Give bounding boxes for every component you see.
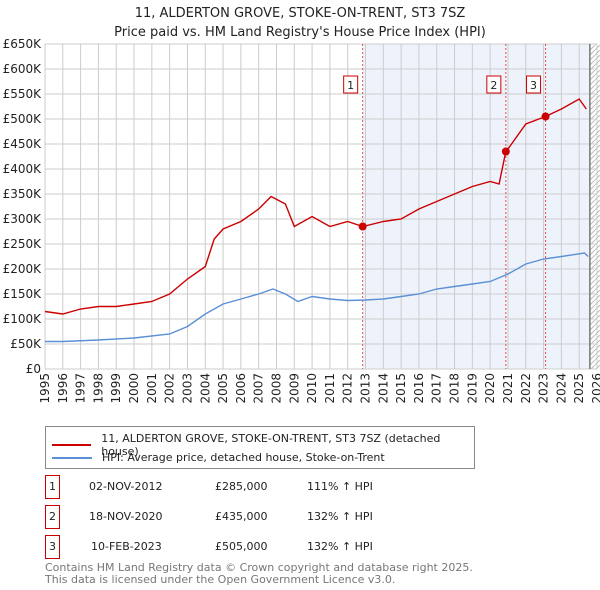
legend: 11, ALDERTON GROVE, STOKE-ON-TRENT, ST3 … — [45, 426, 475, 469]
y-tick-label: £500K — [3, 112, 43, 126]
legend-red-label: 11, ALDERTON GROVE, STOKE-ON-TRENT, ST3 … — [101, 432, 441, 458]
x-tick-label: 2011 — [323, 373, 337, 404]
subtitle: Price paid vs. HM Land Registry's House … — [114, 25, 486, 40]
x-tick-label: 2002 — [163, 373, 177, 404]
legend-blue-line — [52, 456, 92, 459]
x-tick-label: 2004 — [198, 373, 212, 404]
x-tick-label: 2000 — [127, 373, 141, 404]
x-tick-label: 2013 — [359, 373, 373, 404]
sale-point — [541, 112, 550, 121]
sale-label: 2 — [490, 79, 497, 92]
legend-blue-label: HPI: Average price, detached house, Stok… — [102, 451, 385, 464]
ownership-shade — [362, 44, 590, 369]
sale-marker: 3 — [45, 535, 60, 559]
x-tick-label: 2009 — [287, 373, 301, 404]
forecast-hatch — [589, 44, 600, 369]
chart-title: 11, ALDERTON GROVE, STOKE-ON-TRENT, ST3 … — [0, 4, 600, 42]
x-tick-label: 2019 — [465, 373, 479, 404]
sale-label: 1 — [347, 79, 354, 92]
x-tick-label: 2007 — [252, 373, 266, 404]
series-line — [45, 252, 589, 343]
x-tick-label: 2016 — [412, 373, 426, 404]
sale-label-box — [343, 75, 359, 94]
sale-label-box — [486, 75, 502, 94]
sale-label: 3 — [530, 79, 537, 92]
legend-red-line — [52, 444, 92, 446]
y-tick-label: £50K — [10, 337, 42, 351]
sale-hpi: 132% ↑ HPI — [307, 510, 373, 523]
x-tick-label: 1995 — [38, 373, 52, 404]
sale-date: 18-NOV-2020 — [89, 510, 163, 523]
footer-line: Contains HM Land Registry data © Crown c… — [45, 561, 473, 574]
x-tick-label: 2014 — [376, 373, 390, 404]
x-tick-label: 2025 — [572, 373, 586, 404]
sale-label-box — [526, 75, 542, 94]
y-tick-label: £400K — [3, 162, 43, 176]
y-tick-label: £100K — [3, 312, 43, 326]
x-tick-label: 1997 — [74, 373, 88, 404]
sale-marker: 1 — [45, 475, 60, 499]
x-tick-label: 2005 — [216, 373, 230, 404]
sale-point — [358, 222, 367, 231]
y-tick-label: £350K — [3, 187, 43, 201]
x-tick-label: 2003 — [180, 373, 194, 404]
x-tick-label: 2010 — [305, 373, 319, 404]
sale-point — [501, 147, 510, 156]
x-tick-label: 2020 — [483, 373, 497, 404]
x-tick-label: 2001 — [145, 373, 159, 404]
sale-hpi: 132% ↑ HPI — [307, 540, 373, 553]
x-tick-label: 2015 — [394, 373, 408, 404]
y-tick-label: £0 — [26, 362, 41, 376]
y-tick-label: £550K — [3, 87, 43, 101]
sale-hpi: 111% ↑ HPI — [307, 480, 373, 493]
x-tick-label: 2012 — [341, 373, 355, 404]
x-tick-label: 2008 — [269, 373, 283, 404]
y-tick-label: £200K — [3, 262, 43, 276]
y-tick-label: £300K — [3, 212, 43, 226]
sale-marker: 2 — [45, 505, 60, 529]
x-tick-label: 1996 — [56, 373, 70, 404]
sale-price: £285,000 — [215, 480, 268, 493]
y-tick-label: £250K — [3, 237, 43, 251]
sale-price: £505,000 — [215, 540, 268, 553]
x-tick-label: 2018 — [448, 373, 462, 404]
y-tick-label: £600K — [3, 62, 43, 76]
x-tick-label: 2021 — [501, 373, 515, 404]
y-tick-label: £150K — [3, 287, 43, 301]
sale-date: 02-NOV-2012 — [89, 480, 163, 493]
x-tick-label: 1999 — [109, 373, 123, 404]
title: 11, ALDERTON GROVE, STOKE-ON-TRENT, ST3 … — [134, 6, 466, 21]
y-tick-label: £450K — [3, 137, 43, 151]
x-tick-label: 2017 — [430, 373, 444, 404]
footer-line: This data is licensed under the Open Gov… — [45, 573, 396, 586]
x-tick-label: 2026 — [590, 373, 600, 404]
x-tick-label: 2022 — [519, 373, 533, 404]
x-tick-label: 2006 — [234, 373, 248, 404]
y-tick-label: £650K — [3, 37, 43, 51]
sale-price: £435,000 — [215, 510, 268, 523]
price-chart: £0 £50K £100K £150K £200K £250K £300K £350K £400… — [3, 37, 600, 404]
sale-date: 10-FEB-2023 — [91, 540, 162, 553]
footer-text: Contains HM Land Registry data © Crown c… — [45, 562, 473, 586]
x-tick-label: 1998 — [91, 373, 105, 404]
x-tick-label: 2024 — [554, 373, 568, 404]
x-tick-label: 2023 — [537, 373, 551, 404]
